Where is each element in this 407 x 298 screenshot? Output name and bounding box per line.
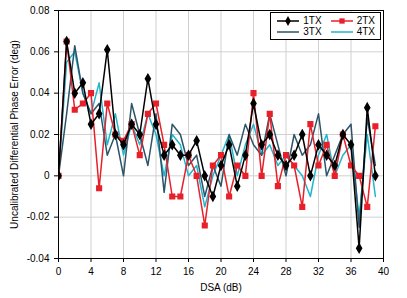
svg-text:Uncalibrated Differential Phas: Uncalibrated Differential Phase Error (d… — [9, 40, 20, 229]
html-text:2TX: 2TX — [356, 15, 375, 26]
svg-text:0.02: 0.02 — [30, 129, 50, 140]
svg-text:32: 32 — [313, 266, 325, 277]
svg-text:28: 28 — [280, 266, 292, 277]
html-text:4TX: 4TX — [356, 26, 375, 37]
svg-text:20: 20 — [215, 266, 227, 277]
svg-text:24: 24 — [248, 266, 260, 277]
svg-text:8: 8 — [121, 266, 127, 277]
svg-text:4: 4 — [88, 266, 94, 277]
svg-text:0: 0 — [44, 170, 50, 181]
svg-text:0: 0 — [56, 266, 62, 277]
svg-text:0.04: 0.04 — [30, 87, 50, 98]
svg-text:-0.04: -0.04 — [27, 253, 50, 264]
svg-text:16: 16 — [183, 266, 195, 277]
html-text:1TX: 1TX — [303, 15, 322, 26]
svg-text:0.06: 0.06 — [30, 46, 50, 57]
html-text:3TX: 3TX — [303, 26, 322, 37]
svg-text:12: 12 — [150, 266, 162, 277]
svg-text:36: 36 — [345, 266, 357, 277]
svg-text:0.08: 0.08 — [30, 5, 50, 16]
svg-text:40: 40 — [378, 266, 390, 277]
svg-text:-0.02: -0.02 — [27, 211, 50, 222]
svg-text:DSA (dB): DSA (dB) — [200, 282, 242, 293]
